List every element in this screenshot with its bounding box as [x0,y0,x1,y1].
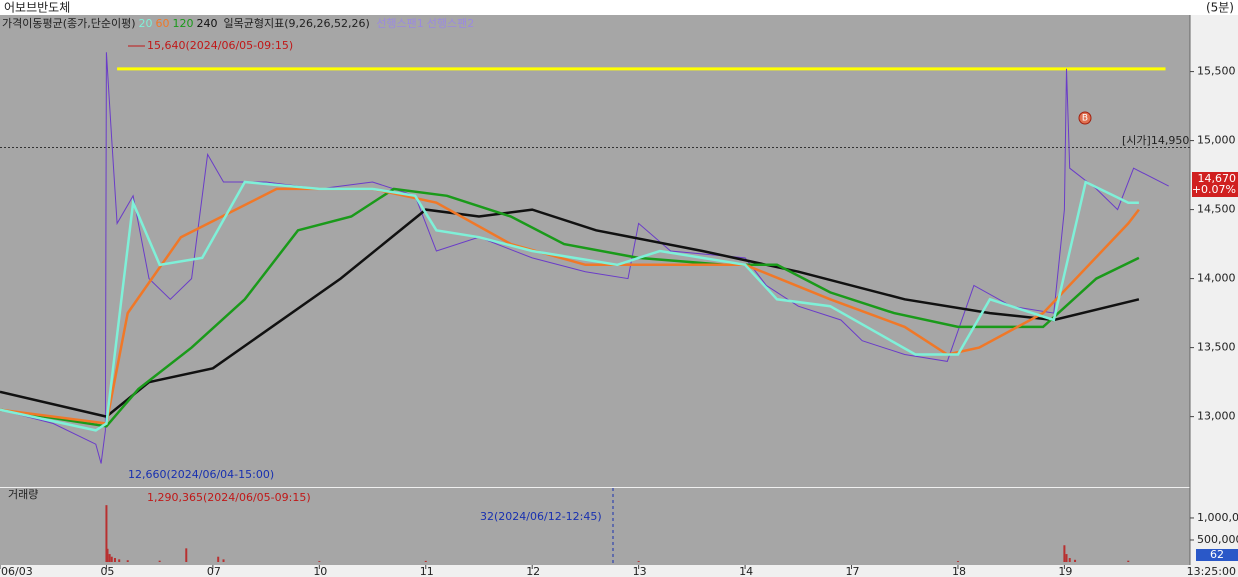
volume-bar [118,559,121,562]
volume-note: 32(2024/06/12-12:45) [480,510,602,523]
price-line [0,52,1169,464]
signal-marker [1078,111,1092,125]
ichimoku-title: 일목균형지표(9,26,26,52,26) [223,17,370,30]
legend: 가격이동평균(종가,단순이평) 20 60 120 240 일목균형지표(9,26,26,… [2,15,477,31]
high-annotation: 15,640(2024/06/05-09:15) [147,39,293,52]
interval: (5분) [1206,1,1234,15]
stock-title: 어보브반도체 [4,1,70,15]
volume-bar [185,548,188,562]
volume-bar [956,561,959,562]
y-tick-label: 14,000 [1197,272,1236,285]
last-price: 14,670 [1198,172,1237,185]
x-tick-label: 18 [952,565,966,577]
volume-bar [318,561,321,562]
volume-bar [1063,545,1066,562]
x-tick-label: 05 [100,565,114,577]
volume-max-annotation: 1,290,365(2024/06/05-09:15) [147,491,311,504]
x-tick-label: 13 [633,565,647,577]
legend-entry: 60 [155,17,170,30]
volume-bar [1065,554,1068,562]
signal-label: B [1082,114,1088,124]
volume-bar [158,560,161,562]
y-tick-label: 13,000 [1197,410,1236,423]
volume-bar [1074,559,1077,562]
volume-last-box [1196,549,1238,561]
y-tick-label: 14,500 [1197,203,1236,216]
x-tick-label: 07 [207,565,221,577]
ma-line [0,187,1140,428]
title-bar [0,0,1238,15]
open-label: [시가]14,950 [1122,134,1189,147]
volume-bar [126,560,129,562]
ma-names: 20 60 120 240 [139,17,221,30]
last-price-box [1192,172,1238,197]
x-tick-label: 06/03 [1,565,33,577]
y-tick-label: 500,000 [1197,533,1238,546]
volume-bar [106,548,109,562]
time-label: 13:25:00 [1187,565,1236,577]
x-tick-label: 11 [420,565,434,577]
volume-last: 62 [1210,548,1224,561]
legend-entry: 240 [196,17,218,30]
y-tick-label: 13,500 [1197,341,1236,354]
y-tick-label: 1,000,000 [1197,511,1238,524]
span1: 선행스팬1 [376,17,424,30]
x-tick-label: 10 [313,565,327,577]
volume-pane [0,488,1190,565]
volume-bar [217,556,220,562]
volume-bar [108,554,111,562]
x-tick-label: 19 [1058,565,1072,577]
ma-line [0,180,1139,432]
legend-entry: 20 [138,17,153,30]
volume-bar [1127,560,1130,562]
volume-bar [113,558,116,562]
volume-bar [105,505,108,562]
last-change: +0.07% [1192,183,1236,196]
volume-title: 거래량 [8,488,38,501]
x-tick-label: 12 [526,565,540,577]
volume-bar [222,559,225,562]
x-tick-label: 17 [846,565,860,577]
ma-line [0,187,1140,425]
volume-bar [1068,558,1071,562]
volume-bar [110,556,113,562]
x-tick-label: 14 [739,565,753,577]
ma-line [0,208,1140,418]
low-annotation: 12,660(2024/06/04-15:00) [128,468,274,481]
legend-entry: 120 [172,17,194,30]
span2: 선행스팬2 [426,17,475,30]
y-tick-label: 15,000 [1197,134,1236,147]
volume-bar [637,561,640,562]
y-tick-label: 15,500 [1197,65,1236,78]
ma-title: 가격이동평균(종가,단순이평) [2,17,136,30]
volume-bar [424,560,427,562]
